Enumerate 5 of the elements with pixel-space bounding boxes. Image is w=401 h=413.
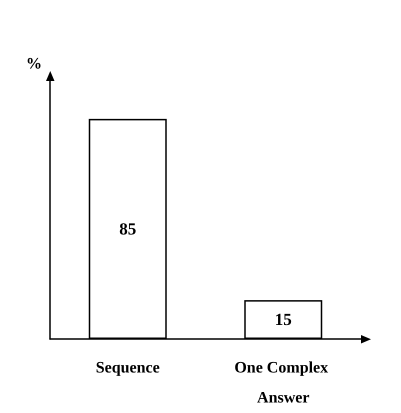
x-tick-label: Sequence — [96, 360, 160, 376]
data-label: 15 — [274, 310, 292, 330]
data-label: 85 — [119, 219, 136, 238]
x-tick-label: One Complex Answer — [234, 360, 332, 406]
y-axis-title: % — [26, 56, 42, 72]
